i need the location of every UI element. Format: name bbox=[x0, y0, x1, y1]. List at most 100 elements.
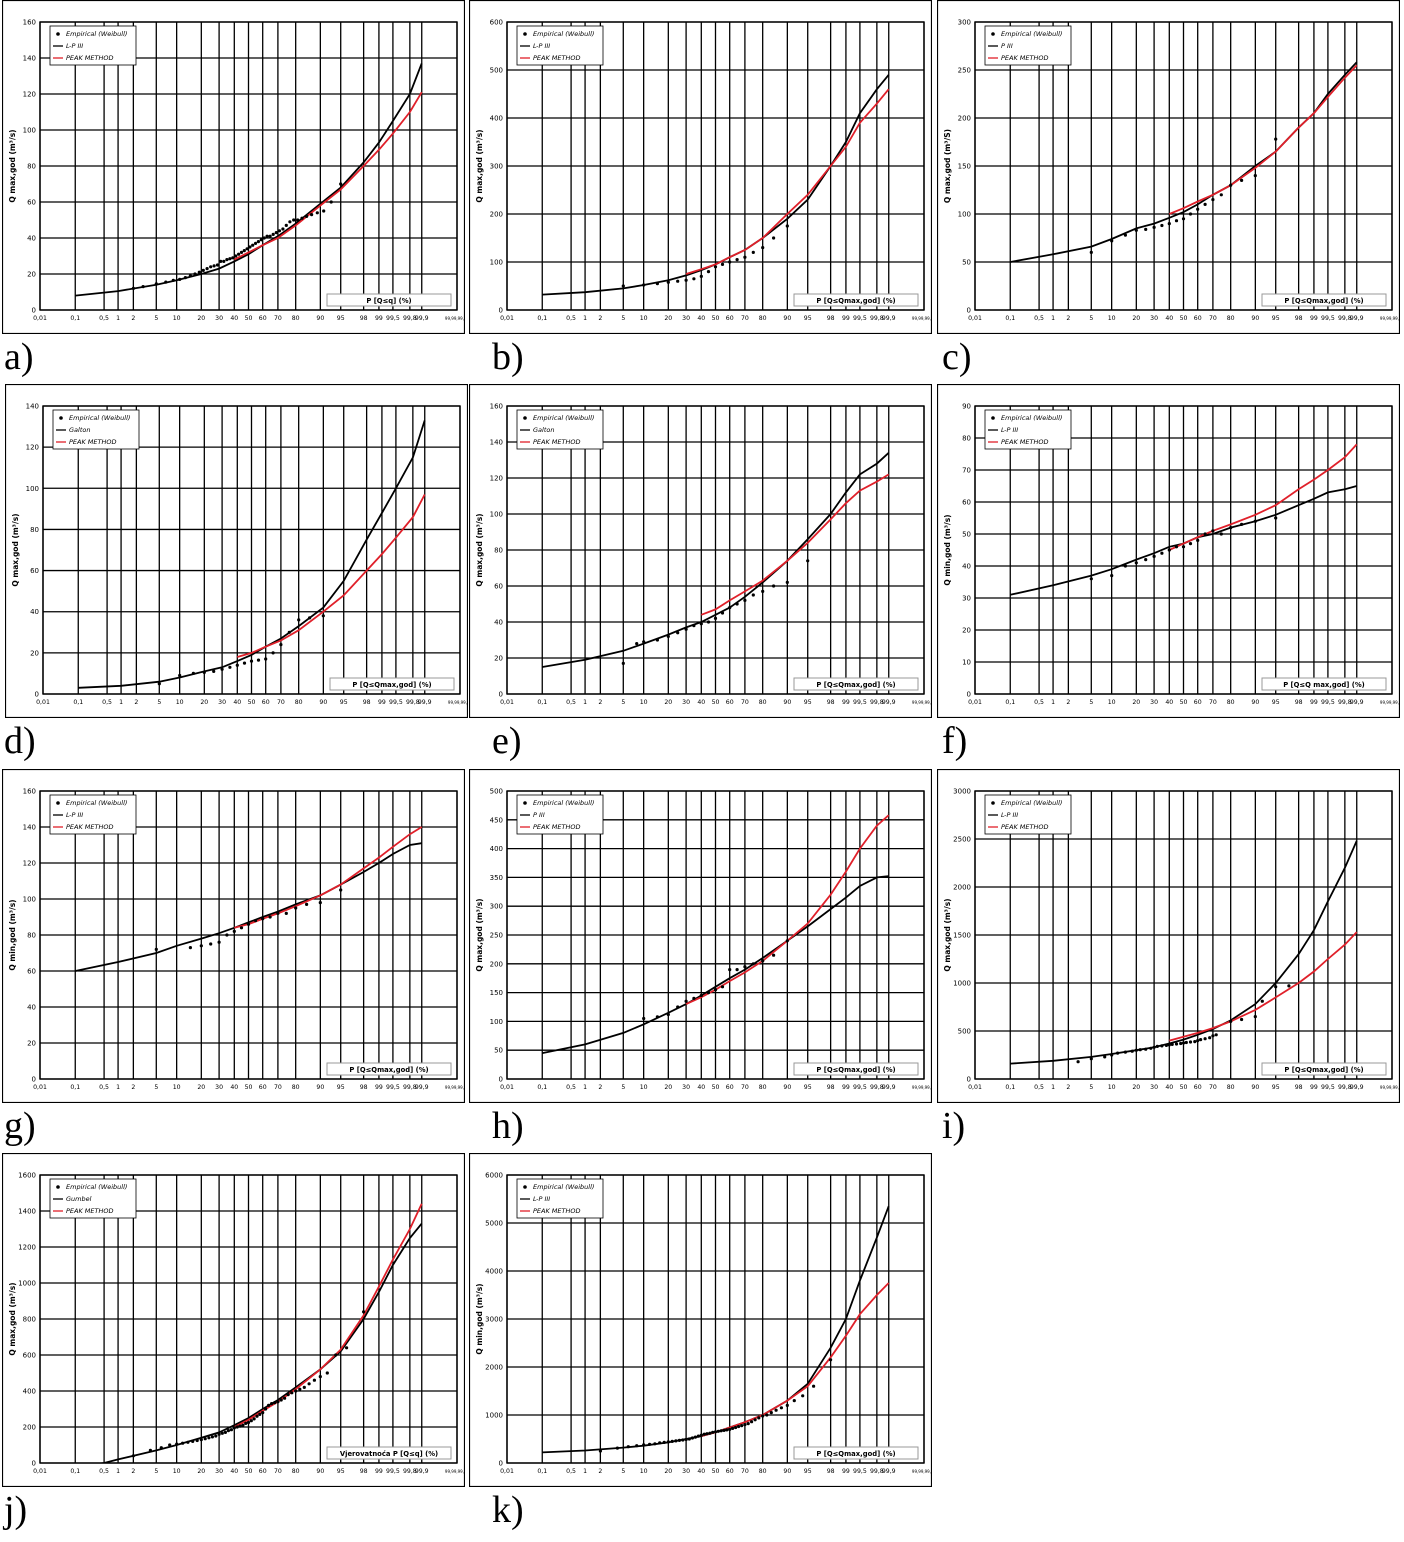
empirical-point bbox=[1253, 519, 1257, 523]
empirical-point bbox=[1274, 985, 1278, 989]
x-tick-label: 1 bbox=[583, 699, 587, 706]
legend-fit-label: P III bbox=[1001, 42, 1013, 50]
x-tick-label: 0,01 bbox=[36, 699, 50, 706]
empirical-point bbox=[253, 241, 258, 245]
y-tick-label: 200 bbox=[490, 211, 503, 219]
legend-empirical-marker bbox=[56, 1185, 60, 1189]
empirical-point bbox=[722, 1428, 726, 1432]
chart-panel: 0 20 40 60 80 100 120 140 160 0,01 0,1 0,5 1 2 5 10 20 30… bbox=[469, 384, 932, 718]
x-tick-label: 2 bbox=[131, 315, 135, 322]
x-tick-label: 99,99,99,99 bbox=[1380, 316, 1400, 321]
y-tick-label: 3000 bbox=[953, 788, 971, 796]
y-tick-label: 1200 bbox=[18, 1244, 36, 1252]
empirical-point bbox=[785, 224, 789, 228]
empirical-point bbox=[750, 1420, 754, 1424]
x-tick-label: 5 bbox=[1089, 315, 1093, 322]
plot-area bbox=[506, 21, 925, 311]
y-tick-label: 400 bbox=[490, 845, 503, 853]
x-tick-label: 50 bbox=[248, 699, 256, 706]
empirical-point bbox=[154, 947, 158, 951]
x-tick-label: 2 bbox=[131, 1468, 135, 1475]
empirical-point bbox=[774, 1408, 778, 1412]
empirical-point bbox=[308, 616, 312, 620]
empirical-point bbox=[188, 274, 192, 278]
empirical-point bbox=[1076, 1060, 1080, 1064]
empirical-point bbox=[1274, 137, 1278, 141]
x-tick-label: 0,01 bbox=[33, 1084, 47, 1091]
y-tick-label: 100 bbox=[490, 259, 503, 267]
empirical-point bbox=[235, 663, 239, 667]
empirical-point bbox=[214, 1434, 218, 1438]
empirical-point bbox=[746, 1422, 750, 1426]
empirical-point bbox=[284, 911, 288, 915]
empirical-point bbox=[713, 1430, 718, 1434]
empirical-point bbox=[1184, 1040, 1188, 1045]
empirical-point bbox=[655, 638, 659, 642]
x-tick-label: 70 bbox=[1209, 315, 1217, 322]
empirical-point bbox=[1219, 193, 1223, 197]
empirical-point bbox=[1203, 532, 1207, 536]
legend-empirical-marker bbox=[523, 1185, 527, 1189]
x-tick-label: 70 bbox=[741, 1468, 749, 1475]
empirical-point bbox=[242, 661, 247, 665]
empirical-point bbox=[193, 272, 197, 276]
legend-fit-label: L-P III bbox=[1001, 811, 1018, 819]
y-tick-label: 300 bbox=[490, 163, 503, 171]
empirical-point bbox=[261, 917, 265, 921]
x-tick-label: 99,8 bbox=[870, 315, 884, 322]
empirical-point bbox=[259, 238, 263, 242]
y-tick-label: 1000 bbox=[18, 1280, 36, 1288]
legend-empirical-marker bbox=[59, 416, 63, 420]
fit-line bbox=[1010, 485, 1357, 596]
legend-empirical-marker bbox=[991, 416, 995, 420]
x-tick-label: 20 bbox=[664, 315, 672, 322]
x-tick-label: 99,9 bbox=[1350, 699, 1364, 706]
x-tick-label: 10 bbox=[640, 699, 648, 706]
y-tick-label: 1600 bbox=[18, 1172, 36, 1180]
legend: Empirical (Weibull) P III PEAK METHOD bbox=[984, 25, 1072, 66]
empirical-point bbox=[772, 953, 776, 957]
empirical-point bbox=[318, 901, 322, 905]
x-axis-label-box bbox=[329, 677, 455, 691]
empirical-point bbox=[245, 247, 249, 251]
legend-box bbox=[49, 794, 137, 835]
empirical-point bbox=[1253, 1015, 1257, 1019]
x-tick-label: 10 bbox=[1108, 1084, 1116, 1091]
x-tick-label: 30 bbox=[682, 699, 690, 706]
y-tick-label: 60 bbox=[27, 199, 36, 207]
x-tick-label: 99,8 bbox=[403, 315, 417, 322]
empirical-point bbox=[792, 1399, 796, 1403]
empirical-point bbox=[1174, 1042, 1179, 1046]
empirical-point bbox=[1181, 1041, 1186, 1045]
empirical-point bbox=[728, 606, 732, 610]
empirical-point bbox=[687, 1437, 691, 1441]
plot-area bbox=[974, 405, 1393, 695]
x-tick-label: 20 bbox=[197, 315, 205, 322]
empirical-point bbox=[1134, 561, 1138, 565]
x-tick-label: 5 bbox=[1089, 1084, 1093, 1091]
empirical-point bbox=[318, 1375, 322, 1379]
legend-fit-label: Galton bbox=[69, 426, 90, 434]
fit-line bbox=[1010, 840, 1358, 1065]
legend-empirical-label: Empirical (Weibull) bbox=[66, 30, 127, 38]
empirical-point bbox=[235, 1425, 239, 1429]
legend-peak-label: PEAK METHOD bbox=[1001, 438, 1049, 446]
y-tick-label: 5000 bbox=[485, 1220, 503, 1228]
y-tick-label: 20 bbox=[27, 271, 36, 279]
x-tick-label: 90 bbox=[783, 1084, 791, 1091]
legend-box bbox=[49, 25, 137, 66]
y-tick-label: 0 bbox=[967, 1076, 971, 1084]
x-tick-label: 0,1 bbox=[70, 1468, 80, 1475]
empirical-point bbox=[228, 257, 232, 261]
y-tick-label: 200 bbox=[490, 960, 503, 968]
fit-line bbox=[78, 420, 426, 689]
x-tick-label: 10 bbox=[1108, 315, 1116, 322]
empirical-point bbox=[242, 249, 246, 253]
x-tick-label: 99,99,99,99 bbox=[445, 316, 465, 321]
x-tick-label: 30 bbox=[215, 1468, 223, 1475]
chart-panel: 0 50 100 150 200 250 300 350 400 450 500 0,01 0,1 0,5… bbox=[469, 769, 932, 1103]
x-tick-label: 2 bbox=[598, 1084, 602, 1091]
x-tick-label: 1 bbox=[1051, 1084, 1055, 1091]
y-tick-label: 10 bbox=[962, 659, 971, 667]
x-tick-label: 2 bbox=[1066, 699, 1070, 706]
